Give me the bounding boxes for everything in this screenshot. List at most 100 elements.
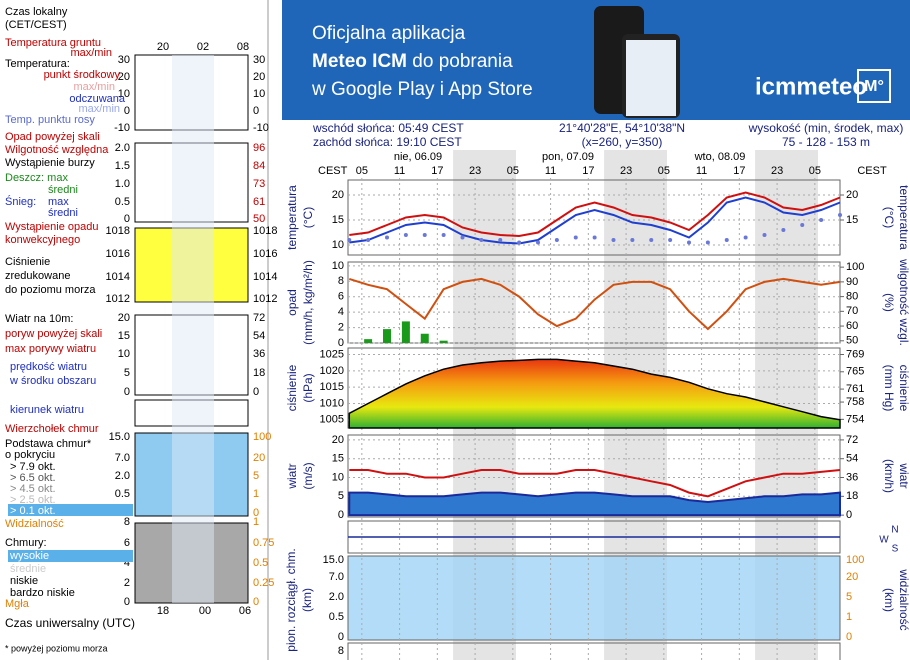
label: 36 bbox=[846, 471, 858, 483]
label: 02 bbox=[197, 41, 209, 53]
label: 15 bbox=[332, 453, 344, 465]
axis-label: (mm/h, kg/m²/h) bbox=[301, 260, 315, 345]
label: 1012 bbox=[253, 293, 277, 305]
label: 1 bbox=[253, 516, 259, 528]
label: 769 bbox=[846, 348, 864, 360]
label: CEST bbox=[857, 165, 887, 177]
label: wysokie bbox=[9, 550, 49, 562]
label: 36 bbox=[253, 348, 265, 360]
dew-point bbox=[611, 238, 616, 242]
label: 1012 bbox=[106, 293, 130, 305]
dew-point bbox=[800, 223, 805, 227]
label: 6 bbox=[124, 537, 130, 549]
label: 15 bbox=[846, 214, 858, 226]
axis-label: temperatura bbox=[285, 185, 299, 250]
precip-bar bbox=[420, 333, 429, 343]
label: 17 bbox=[733, 165, 745, 177]
label: 30 bbox=[253, 54, 265, 66]
panel-frame bbox=[347, 555, 841, 641]
banner-bold: Meteo ICM bbox=[312, 51, 407, 72]
label: 96 bbox=[253, 142, 265, 154]
pressure-area bbox=[348, 358, 841, 429]
label: Śnieg: bbox=[5, 195, 36, 208]
label: nie, 06.09 bbox=[394, 151, 442, 163]
dew-point bbox=[498, 238, 503, 242]
label: pon, 07.09 bbox=[542, 151, 594, 163]
label: 4 bbox=[124, 557, 130, 569]
label: 0 bbox=[846, 509, 852, 521]
label: N bbox=[891, 525, 898, 536]
axis-label: temperatura bbox=[897, 185, 910, 250]
label: 70 bbox=[846, 305, 858, 317]
label: 06 bbox=[239, 605, 251, 617]
coords: 21°40'28"E, 54°10'38"N bbox=[559, 121, 685, 135]
label: 18 bbox=[253, 367, 265, 379]
dew-point bbox=[441, 233, 446, 237]
label: 1014 bbox=[106, 271, 130, 283]
label: Temperatura: bbox=[5, 58, 70, 70]
dew-point bbox=[781, 228, 786, 232]
label: 5 bbox=[338, 490, 344, 502]
label: > 2.5 okt. bbox=[10, 494, 56, 506]
label: 5 bbox=[253, 470, 259, 482]
label: * powyżej poziomu morza bbox=[5, 643, 108, 653]
series-line bbox=[349, 277, 841, 331]
label: Chmury: bbox=[5, 537, 47, 549]
label: 23 bbox=[771, 165, 783, 177]
axis-label: wilgotność wzgl. bbox=[897, 258, 910, 346]
label: 0 bbox=[253, 105, 259, 117]
label: 0 bbox=[338, 631, 344, 643]
panel-frame bbox=[347, 434, 841, 518]
precip-bar bbox=[439, 340, 448, 343]
label: 20 bbox=[846, 571, 858, 583]
label: 60 bbox=[846, 320, 858, 332]
label: Mgła bbox=[5, 598, 30, 610]
axis-label: (km) bbox=[300, 588, 314, 612]
label: 18 bbox=[157, 605, 169, 617]
dew-point bbox=[366, 238, 371, 242]
dew-point bbox=[517, 240, 522, 245]
label: 20 bbox=[118, 71, 130, 83]
logo: icmmeteo bbox=[755, 73, 867, 100]
dew-point bbox=[573, 235, 578, 240]
badge bbox=[857, 69, 891, 103]
label: 20 bbox=[332, 189, 344, 201]
label: 2.0 bbox=[115, 470, 130, 482]
sunset: zachód słońca: 19:10 CEST bbox=[313, 135, 462, 149]
label: 20 bbox=[118, 312, 130, 324]
banner-text: Meteo ICM do pobrania bbox=[312, 51, 513, 72]
label: 6 bbox=[338, 291, 344, 303]
label: 2.0 bbox=[115, 142, 130, 154]
label: 30 bbox=[118, 54, 130, 66]
label: 11 bbox=[545, 165, 556, 177]
label: -10 bbox=[114, 122, 130, 134]
label: 84 bbox=[253, 160, 265, 172]
label: 15 bbox=[332, 214, 344, 226]
label: 11 bbox=[394, 165, 405, 177]
label: 15.0 bbox=[109, 431, 130, 443]
axis-label: (°C) bbox=[301, 207, 315, 228]
label: do poziomu morza bbox=[5, 284, 96, 296]
axis-label: (hPa) bbox=[301, 373, 315, 402]
axis-label: opad bbox=[285, 289, 299, 316]
label: Wystąpienie opadu bbox=[5, 221, 98, 233]
label: 0.25 bbox=[253, 577, 274, 589]
label: o pokryciu bbox=[5, 449, 55, 461]
axis-label: (°C) bbox=[882, 207, 896, 228]
label: 0 bbox=[338, 337, 344, 349]
label: punkt środkowy bbox=[44, 69, 121, 81]
label: 73 bbox=[253, 178, 265, 190]
label: 1020 bbox=[320, 365, 344, 377]
label: 1016 bbox=[253, 248, 277, 260]
label: 100 bbox=[846, 261, 864, 273]
label: 1 bbox=[846, 611, 852, 623]
label: > 7.9 okt. bbox=[10, 461, 56, 473]
label: 0 bbox=[124, 596, 130, 608]
label: 10 bbox=[332, 471, 344, 483]
label: 1018 bbox=[106, 225, 130, 237]
banner-text: Oficjalna aplikacja bbox=[312, 23, 466, 44]
banner-text: do pobrania bbox=[412, 51, 513, 72]
label: 80 bbox=[846, 291, 858, 303]
axis-label: (km) bbox=[882, 588, 896, 612]
label: 0.75 bbox=[253, 537, 274, 549]
